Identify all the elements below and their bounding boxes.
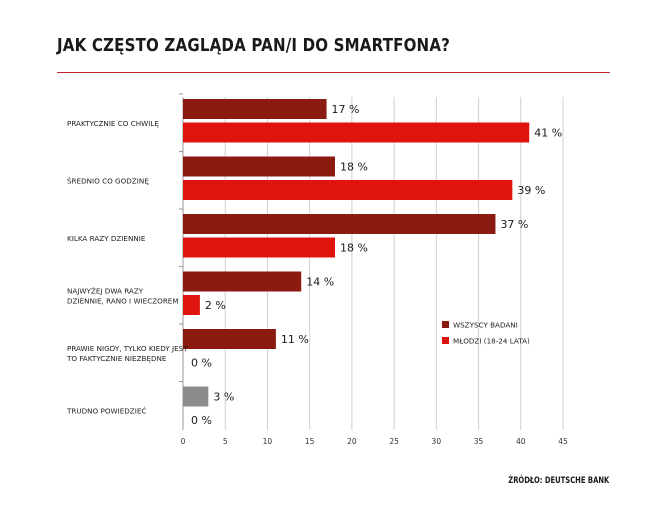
value-label-all-1: 18 % bbox=[340, 161, 368, 174]
chart-title: JAK CZĘSTO ZAGLĄDA PAN/I DO SMARTFONA? bbox=[57, 36, 451, 56]
value-label-young-2: 18 % bbox=[340, 242, 368, 255]
x-tick-label: 40 bbox=[516, 437, 526, 446]
value-label-young-0: 41 % bbox=[534, 127, 562, 140]
value-label-all-4: 11 % bbox=[281, 333, 309, 346]
x-tick-label: 20 bbox=[347, 437, 357, 446]
value-label-all-2: 37 % bbox=[500, 218, 528, 231]
legend-swatch-0 bbox=[442, 321, 449, 328]
value-label-young-1: 39 % bbox=[517, 184, 545, 197]
value-label-all-0: 17 % bbox=[332, 103, 360, 116]
category-label: KILKA RAZY DZIENNIE bbox=[67, 234, 146, 243]
bar-all-3 bbox=[183, 271, 302, 292]
value-label-young-4: 0 % bbox=[191, 357, 212, 370]
value-label-young-5: 0 % bbox=[191, 414, 212, 427]
category-label: PRAWIE NIGDY, TYLKO KIEDY JEST bbox=[67, 344, 188, 353]
category-label: TO FAKTYCZNIE NIEZBĘDNE bbox=[66, 354, 167, 363]
category-label: NAJWYŻEJ DWA RAZY bbox=[67, 286, 144, 295]
x-tick-label: 0 bbox=[181, 437, 186, 446]
x-tick-label: 10 bbox=[263, 437, 273, 446]
legend-swatch-1 bbox=[442, 337, 449, 344]
legend-label-1: MŁODZI (18-24 LATA) bbox=[453, 337, 530, 346]
bar-all-4 bbox=[183, 329, 276, 349]
x-tick-label: 15 bbox=[305, 437, 315, 446]
legend-label-0: WSZYSCY BADANI bbox=[453, 321, 518, 330]
bar-all-0 bbox=[183, 99, 327, 119]
bar-all-5 bbox=[183, 386, 209, 407]
x-tick-label: 30 bbox=[432, 437, 442, 446]
bar-all-1 bbox=[183, 156, 335, 177]
category-label: ŚREDNIO CO GODZINĘ bbox=[67, 176, 149, 185]
bar-young-2 bbox=[183, 237, 335, 258]
category-label: PRAKTYCZNIE CO CHWILĘ bbox=[67, 119, 159, 128]
x-tick-label: 45 bbox=[558, 437, 568, 446]
category-label: TRUDNO POWIEDZIEĆ bbox=[66, 406, 146, 415]
value-label-all-3: 14 % bbox=[306, 276, 334, 289]
value-label-all-5: 3 % bbox=[213, 391, 234, 404]
bar-young-0 bbox=[183, 122, 530, 143]
x-tick-label: 35 bbox=[474, 437, 484, 446]
category-label: DZIENNIE, RANO I WIECZOREM bbox=[67, 296, 179, 305]
bar-all-2 bbox=[183, 214, 496, 234]
title-rule bbox=[57, 72, 610, 73]
x-tick-label: 25 bbox=[389, 437, 399, 446]
value-label-young-3: 2 % bbox=[205, 299, 226, 312]
bar-young-1 bbox=[183, 180, 513, 200]
x-tick-label: 5 bbox=[223, 437, 228, 446]
bar-young-3 bbox=[183, 295, 200, 315]
source-note: ŹRÓDŁO: DEUTSCHE BANK bbox=[507, 476, 609, 486]
